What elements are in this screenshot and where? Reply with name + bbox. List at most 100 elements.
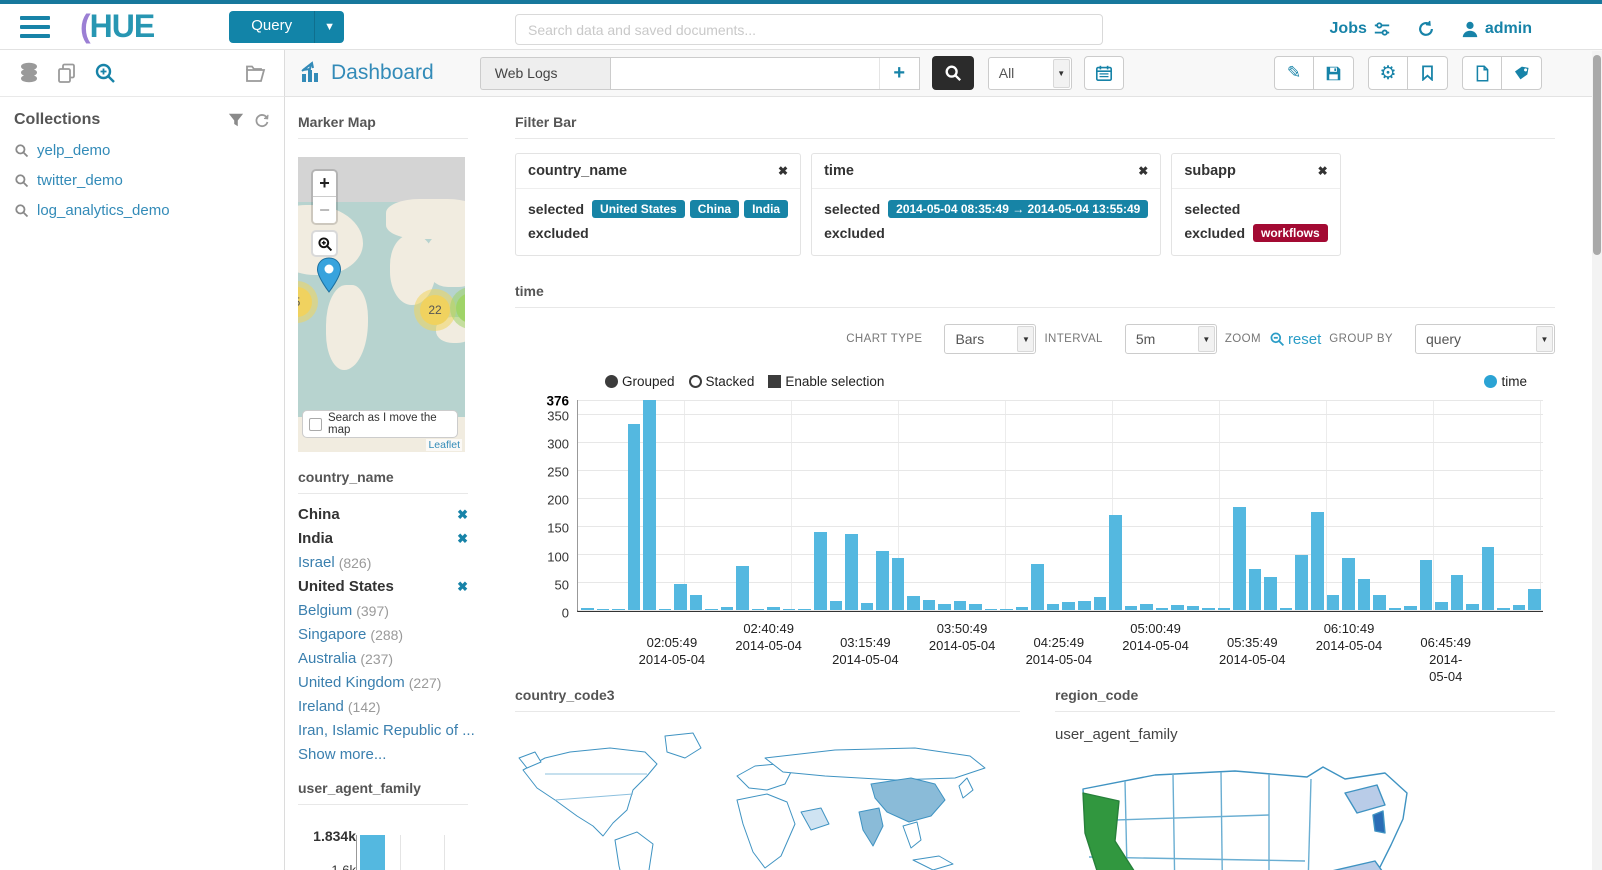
bar[interactable]: [907, 596, 920, 610]
bar[interactable]: [1015, 607, 1029, 610]
bar[interactable]: [674, 583, 687, 610]
calendar-button[interactable]: [1083, 56, 1124, 90]
query-split-button[interactable]: Query ▼: [229, 10, 344, 43]
refresh-icon[interactable]: [254, 112, 270, 128]
facet-value-link[interactable]: Israel: [298, 554, 335, 571]
bar[interactable]: [1404, 606, 1417, 610]
close-icon[interactable]: ✖: [1317, 164, 1328, 178]
facet-item[interactable]: Singapore 288: [298, 626, 468, 643]
bar[interactable]: [705, 608, 718, 610]
map-south-america[interactable]: [614, 831, 654, 870]
tags-button[interactable]: [1502, 56, 1542, 90]
bar[interactable]: [1419, 560, 1433, 610]
bar[interactable]: [1233, 506, 1246, 610]
map-state-california[interactable]: [1082, 792, 1147, 870]
bar[interactable]: [1435, 602, 1448, 610]
bar[interactable]: [1450, 574, 1464, 610]
bar[interactable]: [1528, 589, 1541, 610]
zoom-in-button[interactable]: +: [313, 171, 336, 197]
bar[interactable]: [1171, 604, 1184, 610]
map-europe[interactable]: [736, 763, 792, 791]
country-code3-world-map[interactable]: [515, 728, 1020, 870]
edit-dashboard-button[interactable]: ✎: [1274, 56, 1314, 90]
bar[interactable]: [876, 551, 889, 610]
facet-item[interactable]: United Kingdom 227: [298, 674, 468, 691]
bar[interactable]: [627, 424, 641, 610]
facet-item[interactable]: United States ✖: [298, 578, 468, 595]
bar[interactable]: [1031, 564, 1044, 610]
bar[interactable]: [1078, 601, 1091, 610]
history-button[interactable]: [1417, 20, 1435, 38]
bar[interactable]: [829, 600, 843, 610]
remove-facet-icon[interactable]: ✖: [457, 530, 468, 546]
bar[interactable]: [1512, 604, 1526, 610]
search-collections-icon[interactable]: [94, 62, 116, 84]
filter-pill[interactable]: China: [689, 200, 740, 218]
dashboard-query-input[interactable]: [610, 57, 879, 89]
close-icon[interactable]: ✖: [1138, 164, 1149, 178]
hue-logo[interactable]: (HUE: [80, 8, 155, 44]
bar[interactable]: [938, 604, 951, 610]
folder-icon[interactable]: [244, 62, 266, 84]
bar[interactable]: [1109, 515, 1122, 610]
map-cluster[interactable]: 22: [414, 289, 456, 331]
bar[interactable]: [860, 602, 874, 610]
bar[interactable]: [736, 566, 749, 610]
bar[interactable]: [1264, 576, 1277, 610]
bar[interactable]: [1124, 606, 1138, 610]
bar[interactable]: [1062, 602, 1075, 610]
save-dashboard-button[interactable]: [1314, 56, 1354, 90]
settings-button[interactable]: ⚙: [1368, 56, 1408, 90]
close-icon[interactable]: ✖: [778, 164, 789, 178]
map-china[interactable]: [870, 777, 946, 823]
dashboard-title[interactable]: Dashboard: [299, 61, 434, 85]
facet-value-link[interactable]: United Kingdom: [298, 674, 405, 691]
bar[interactable]: [1357, 578, 1371, 610]
map-state-new-jersey[interactable]: [1372, 810, 1386, 834]
bar[interactable]: [1388, 607, 1402, 610]
user-menu[interactable]: admin: [1461, 20, 1532, 38]
bar[interactable]: [1093, 596, 1107, 610]
bar[interactable]: [720, 607, 734, 610]
leaflet-attribution-link[interactable]: Leaflet: [426, 439, 462, 451]
map-africa[interactable]: [736, 793, 796, 869]
bar[interactable]: [1217, 607, 1231, 610]
bar[interactable]: [798, 608, 811, 610]
query-caret-icon[interactable]: ▼: [314, 10, 344, 43]
facet-item[interactable]: India ✖: [298, 530, 468, 547]
facet-value-link[interactable]: India: [298, 530, 334, 547]
collection-item[interactable]: twitter_demo: [14, 172, 270, 189]
facet-value-link[interactable]: Australia: [298, 650, 357, 667]
bar[interactable]: [1140, 603, 1153, 610]
query-button-label[interactable]: Query: [229, 10, 315, 43]
bar[interactable]: [1279, 607, 1293, 610]
facet-item[interactable]: Ireland 142: [298, 698, 468, 715]
zoom-out-button[interactable]: −: [313, 197, 336, 223]
collection-item[interactable]: log_analytics_demo: [14, 202, 270, 219]
bar[interactable]: [1342, 558, 1355, 610]
bar[interactable]: [1186, 606, 1200, 610]
bar[interactable]: [953, 600, 967, 610]
bar[interactable]: [1326, 595, 1340, 610]
bar[interactable]: [643, 400, 656, 610]
bar[interactable]: [767, 607, 780, 610]
map-state-new-york[interactable]: [1344, 784, 1386, 814]
documents-icon[interactable]: [56, 62, 78, 84]
remove-facet-icon[interactable]: ✖: [457, 578, 468, 594]
bar[interactable]: [751, 608, 765, 610]
filter-pill[interactable]: India: [744, 200, 789, 218]
map-greenland[interactable]: [664, 732, 702, 759]
bar[interactable]: [1497, 607, 1510, 610]
bar[interactable]: [1466, 603, 1479, 610]
bar[interactable]: [360, 835, 385, 870]
bar[interactable]: [782, 609, 796, 610]
marker-map[interactable]: 5 22 2 + − Search: [298, 157, 465, 452]
bar[interactable]: [845, 534, 858, 610]
facet-value-link[interactable]: Iran, Islamic Republic of ...: [298, 722, 475, 739]
bar[interactable]: [969, 604, 982, 610]
facet-item[interactable]: China ✖: [298, 506, 468, 523]
facet-value-link[interactable]: Ireland: [298, 698, 344, 715]
collection-item[interactable]: yelp_demo: [14, 142, 270, 159]
jobs-link[interactable]: Jobs: [1330, 20, 1391, 38]
bar[interactable]: [1481, 546, 1495, 610]
